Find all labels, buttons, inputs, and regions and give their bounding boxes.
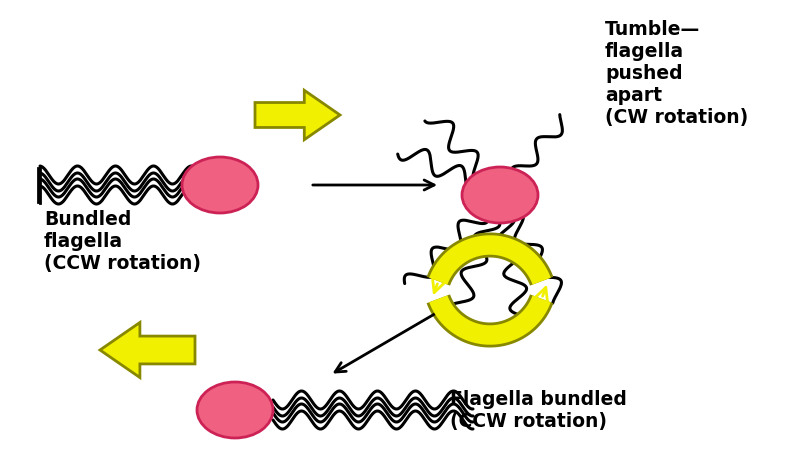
- Polygon shape: [100, 322, 195, 377]
- Text: Tumble—
flagella
pushed
apart
(CW rotation): Tumble— flagella pushed apart (CW rotati…: [605, 20, 748, 127]
- Ellipse shape: [182, 157, 258, 213]
- Polygon shape: [255, 90, 340, 140]
- Ellipse shape: [197, 382, 273, 438]
- Ellipse shape: [462, 167, 538, 223]
- Text: Flagella bundled
(CCW rotation): Flagella bundled (CCW rotation): [450, 390, 627, 431]
- Text: Bundled
flagella
(CCW rotation): Bundled flagella (CCW rotation): [44, 210, 201, 273]
